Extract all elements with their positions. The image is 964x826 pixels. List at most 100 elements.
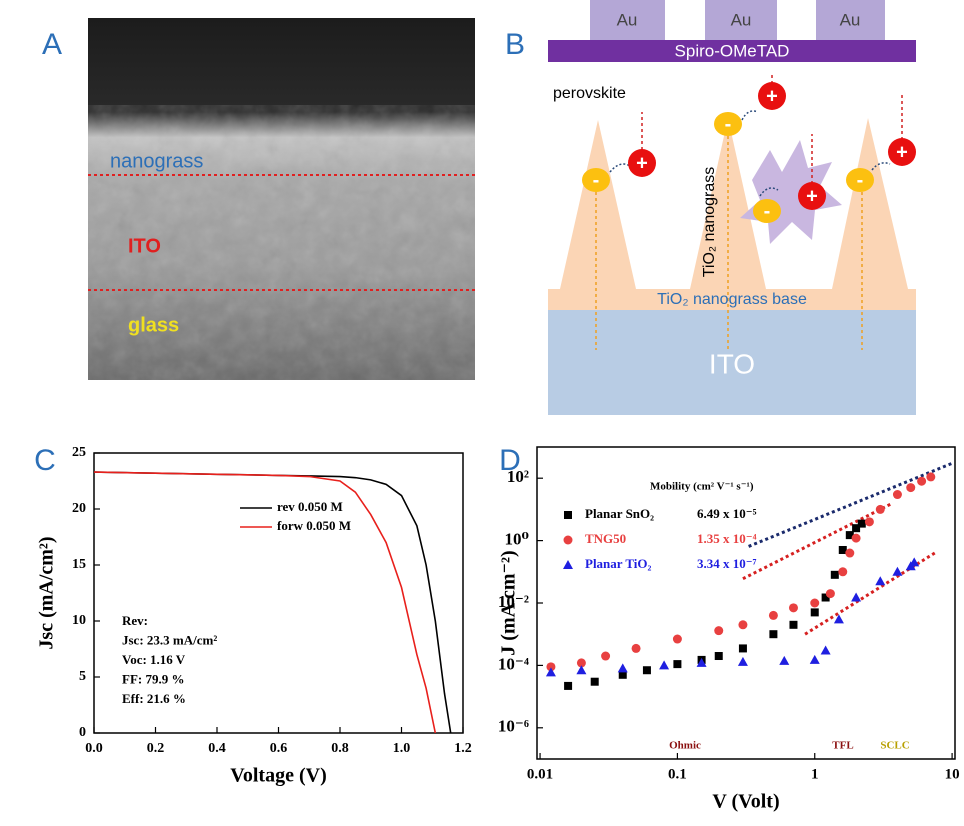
fit-line [748,461,953,548]
marker [631,643,641,653]
hole-sign: + [636,152,648,174]
electron-sign: - [857,169,864,191]
annotation: FF: 79.9 % [122,671,184,686]
series-line [93,471,437,734]
y-tick-label: 10² [507,467,529,486]
legend-label: forw 0.050 M [277,518,351,533]
legend-marker [563,535,573,545]
legend-label: Planar TiO₂ [585,556,651,571]
electrode-label: Au [731,10,752,29]
x-tick-label: 0.2 [147,741,165,756]
marker [768,610,778,620]
x-axis-label: Voltage (V) [230,765,326,787]
x-tick-label: 0.6 [270,741,288,756]
marker [672,634,682,644]
panel-label: B [505,28,525,61]
electrode-label: Au [840,10,861,29]
plot-frame [536,446,956,760]
marker [833,614,844,624]
marker [864,517,874,527]
marker [576,665,587,675]
legend-marker [564,511,572,519]
marker [906,483,916,493]
y-tick-label: 20 [72,501,86,516]
sem-image [88,18,475,380]
marker [838,545,847,554]
marker [851,592,862,602]
marker [810,598,820,608]
marker [601,651,611,661]
y-tick-label: 0 [79,725,86,740]
panel-label: D [499,444,521,477]
legend-label: TNG50 [585,531,626,546]
y-axis-label: J (mA cm⁻²) [498,550,520,655]
y-tick-label: 25 [72,445,86,460]
annotation: Rev: [122,613,148,628]
x-axis-label: V (Volt) [712,791,779,813]
hole-sign: + [806,185,818,207]
marker [857,519,866,528]
marker [576,658,586,668]
panel-label: A [42,28,62,61]
perovskite-label: perovskite [553,85,626,102]
marker [618,670,627,679]
legend-mobility: 1.35 x 10⁻⁴ [697,531,757,546]
y-axis-label: Jsc (mA/cm²) [36,536,58,649]
y-tick-label: 10⁰ [505,530,529,549]
y-tick-label: 10 [72,613,86,628]
hole-sign: + [896,141,908,163]
marker [875,576,886,586]
marker [909,557,920,567]
legend-mobility: 3.34 x 10⁻⁷ [697,556,757,571]
x-tick-label: 0.4 [208,741,226,756]
annotation: Voc: 1.16 V [122,652,186,667]
marker [825,589,835,599]
marker [779,655,790,665]
marker [821,593,830,602]
marker [564,681,573,690]
marker [809,654,820,664]
region-label: Ohmic [669,740,701,752]
layer-label: glass [128,314,179,336]
marker [659,660,670,670]
legend-marker [563,560,573,569]
marker [838,567,848,577]
electron-sign: - [593,169,600,191]
ito-label: ITO [709,348,755,379]
marker [845,531,854,540]
panel-label: C [34,444,56,477]
marker [714,626,724,636]
marker [769,630,778,639]
base-label: TiO₂ nanograss base [657,291,807,308]
marker [545,667,556,677]
x-tick-label: 10 [945,766,960,782]
marker [852,524,861,533]
marker [892,566,903,576]
marker [845,548,855,558]
marker [820,645,831,655]
nanograss-label: TiO₂ nanograss [701,167,718,278]
x-tick-label: 0.0 [85,741,103,756]
marker [714,652,723,661]
hole-sign: + [766,85,778,107]
legend-label: rev 0.050 M [277,499,343,514]
marker [830,570,839,579]
marker [789,620,798,629]
marker [546,662,556,672]
marker [673,660,682,669]
marker [738,644,747,653]
x-tick-label: 0.1 [668,766,687,782]
fit-line [742,502,892,581]
y-tick-label: 5 [79,669,86,684]
marker [788,603,798,613]
htl-label: Spiro-OMeTAD [675,41,790,60]
x-tick-label: 1 [811,766,819,782]
x-tick-label: 0.01 [527,766,553,782]
x-tick-label: 0.8 [331,741,349,756]
x-tick-label: 1.2 [454,741,472,756]
marker [617,663,628,673]
fit-line [804,550,939,636]
marker [737,656,748,666]
